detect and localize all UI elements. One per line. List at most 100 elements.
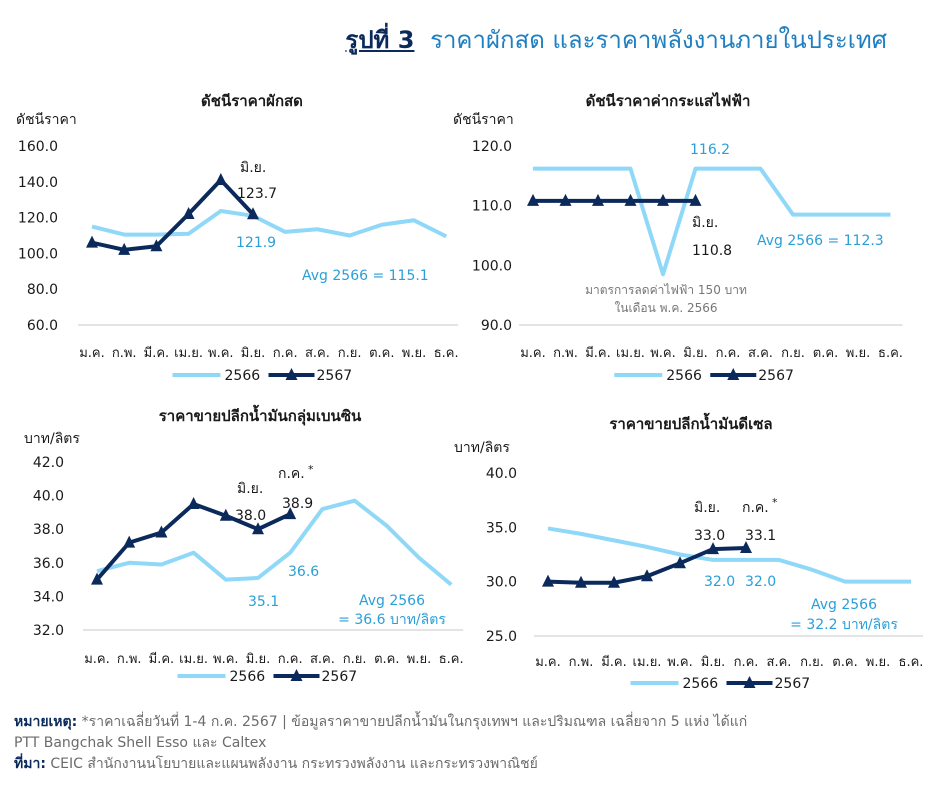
note-text: *ราคาเฉลี่ยวันที่ 1-4 ก.ค. 2567 | ข้อมูล… [77, 714, 748, 730]
y-tick-label: 160.0 [18, 139, 58, 155]
note-row: หมายเหตุ: *ราคาเฉลี่ยวันที่ 1-4 ก.ค. 256… [14, 712, 919, 733]
annot-jun-value: 38.0 [235, 508, 266, 524]
source-text: CEIC สำนักงานนโยบายและแผนพลังงาน กระทรวง… [45, 756, 538, 772]
x-tick-label: ก.พ. [569, 655, 594, 670]
chart-title: ราคาขายปลีกน้ำมันดีเซล [609, 412, 772, 433]
x-tick-label: พ.ย. [866, 655, 890, 670]
legend-label-2566: 2566 [225, 368, 261, 384]
x-tick-label: เม.ย. [179, 652, 208, 667]
legend-marker-2567 [743, 676, 756, 688]
annot-2566-jun-value: 32.0 [704, 574, 735, 590]
y-tick-label: 25.0 [486, 629, 517, 645]
annot-jun-label: มิ.ย. [237, 481, 263, 497]
y-tick-label: 120.0 [18, 211, 58, 227]
legend-label-2567: 2567 [758, 368, 794, 384]
series-2567-point [674, 556, 686, 569]
y-tick-label: 100.0 [472, 258, 512, 274]
series-2567-point [150, 239, 163, 252]
x-tick-label: มิ.ย. [701, 655, 725, 670]
x-tick-label: เม.ย. [174, 346, 203, 361]
x-tick-label: ม.ค. [84, 652, 110, 667]
chart-title: ราคาขายปลีกน้ำมันกลุ่มเบนซิน [159, 404, 362, 426]
x-tick-label: ก.พ. [553, 346, 578, 361]
x-tick-label: ก.ค. [273, 346, 298, 361]
x-tick-label: ต.ค. [369, 346, 394, 361]
annot-avg: Avg 2566 = 112.3 [757, 233, 884, 249]
series-2567-point [542, 574, 554, 587]
annot-2567-jun-value: 110.8 [692, 243, 732, 259]
chart-electricity-price: ดัชนีราคาค่ากระแสไฟฟ้า ดัชนีราคา 90.0 100… [453, 91, 903, 384]
x-tick-label: ธ.ค. [439, 652, 464, 667]
legend-label-2566: 2566 [230, 669, 266, 685]
series-2567-point [559, 193, 572, 206]
source-label: ที่มา: [14, 756, 46, 772]
series-2567-point [123, 535, 136, 548]
x-tick-label: ธ.ค. [878, 346, 903, 361]
x-tick-label: ส.ค. [748, 346, 773, 361]
y-tick-label: 80.0 [27, 282, 58, 298]
y-tick-label: 140.0 [18, 175, 58, 191]
series-2567-point [284, 507, 297, 520]
y-tick-label: 35.0 [486, 520, 517, 536]
annot-2566-jul-value: 36.6 [288, 564, 319, 580]
note-label: หมายเหตุ: [14, 714, 78, 730]
x-tick-label: ส.ค. [310, 652, 335, 667]
chart-diesel-price: ราคาขายปลีกน้ำมันดีเซล บาท/ลิตร 25.0 30.0… [454, 412, 923, 692]
x-tick-label: ส.ค. [767, 655, 792, 670]
series-2567-point [219, 508, 232, 521]
annot-avg-line1: Avg 2566 [811, 597, 877, 613]
series-2566-line [533, 166, 891, 277]
x-tick-label: ก.ย. [343, 652, 367, 667]
annot-avg: Avg 2566 = 115.1 [302, 268, 429, 284]
annot-jul-star: * [308, 463, 314, 476]
x-tick-label: พ.ค. [213, 652, 239, 667]
annot-2566-top-value: 116.2 [690, 142, 730, 158]
x-tick-label: ม.ค. [520, 346, 546, 361]
series-2567-point [641, 569, 653, 582]
x-tick-label: ม.ค. [535, 655, 561, 670]
series-2567-point [575, 575, 587, 588]
annot-note-line1: มาตรการลดค่าไฟฟ้า 150 บาท [585, 283, 747, 297]
series-2567-point [740, 540, 752, 553]
x-tick-label: ก.พ. [117, 652, 142, 667]
x-tick-label: พ.ย. [402, 346, 426, 361]
y-tick-label: 36.0 [33, 556, 64, 572]
series-2567-point [214, 173, 227, 186]
y-tick-label: 40.0 [486, 466, 517, 482]
annot-jul-value: 33.1 [745, 528, 776, 544]
x-tick-label: เม.ย. [633, 655, 662, 670]
chart-vegetable-price: ดัชนีราคาผักสด ดัชนีราคา 60.0 80.0 100.0 12… [16, 92, 459, 384]
x-tick-label: มี.ค. [601, 654, 627, 670]
series-2566-line [91, 208, 448, 239]
annot-2566-jun-value: 35.1 [248, 594, 279, 610]
figure-title: รูปที่ 3 ราคาผักสด และราคาพลังงานภายในปร… [345, 20, 887, 59]
legend-marker-2567 [285, 368, 298, 380]
annot-jun-label: มิ.ย. [694, 500, 720, 516]
x-tick-label: ก.ค. [278, 652, 303, 667]
series-2567-point [247, 207, 259, 220]
series-2567-line [91, 178, 255, 252]
x-tick-label: ก.ย. [800, 655, 824, 670]
series-2566-line [96, 498, 453, 587]
y-tick-label: 90.0 [481, 318, 512, 334]
y-tick-label: 120.0 [472, 139, 512, 155]
series-2567-point [118, 242, 131, 255]
legend-marker-2567 [727, 368, 740, 380]
series-2567-point [182, 207, 195, 220]
legend-label-2567: 2567 [317, 368, 353, 384]
x-tick-label: ต.ค. [832, 655, 857, 670]
x-tick-label: พ.ย. [846, 346, 870, 361]
annot-jun-label: มิ.ย. [240, 160, 266, 176]
x-tick-label: พ.ค. [667, 655, 693, 670]
x-tick-label: ส.ค. [305, 346, 330, 361]
figure-title-text: ราคาผักสด และราคาพลังงานภายในประเทศ [430, 26, 887, 54]
x-tick-label: พ.ค. [208, 346, 234, 361]
legend-label-2566: 2566 [666, 368, 702, 384]
x-tick-label: ก.ย. [781, 346, 805, 361]
x-tick-label: มี.ค. [585, 345, 611, 361]
annot-jul-label: ก.ค. [278, 466, 305, 482]
x-tick-label: มิ.ย. [241, 346, 265, 361]
y-tick-label: 100.0 [18, 246, 58, 262]
annot-jul-star: * [772, 496, 778, 509]
x-tick-label: มิ.ย. [246, 652, 270, 667]
